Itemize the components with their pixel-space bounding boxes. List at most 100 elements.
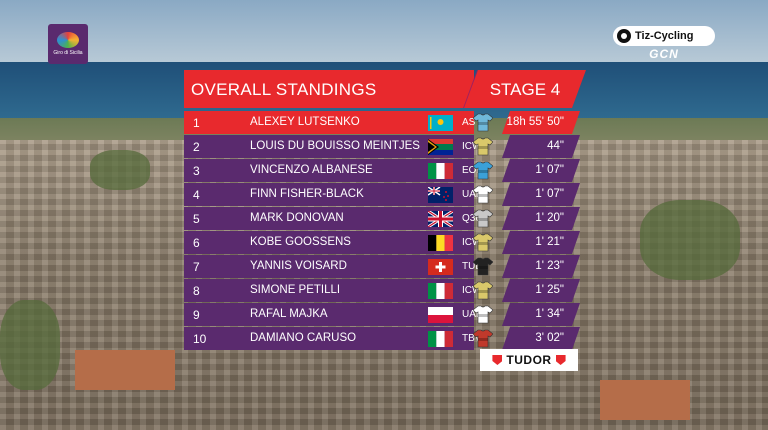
- event-logo-text: Giro di Sicilia: [53, 50, 83, 56]
- time-box: 1' 25": [502, 279, 580, 302]
- rider-info: SIMONE PETILLI ICW: [214, 279, 481, 302]
- team-jersey-icon: [472, 161, 494, 180]
- broadcaster-name: Tiz-Cycling: [635, 30, 694, 42]
- standings-row: 9 RAFAL MAJKA UAD 1' 34": [184, 303, 586, 327]
- green-area: [640, 200, 740, 280]
- broadcaster-logo: Tiz-Cycling GCN: [613, 26, 715, 62]
- poland-flag-icon: [428, 307, 453, 323]
- rider-info: MARK DONOVAN Q36: [214, 207, 481, 230]
- team-code: EOK: [462, 165, 484, 176]
- rider-info: KOBE GOOSSENS ICW: [214, 231, 481, 254]
- rider-info: LOUIS DU BOUISSO MEINTJES ICW: [214, 135, 481, 158]
- rider-time: 1' 25": [535, 284, 564, 296]
- time-box: 44": [502, 135, 580, 158]
- new-zealand-flag-icon: [427, 186, 453, 203]
- tiz-cycling-icon: [617, 29, 631, 43]
- team-code: UAD: [462, 309, 484, 320]
- time-box: 1' 20": [502, 207, 580, 230]
- rider-info: ALEXEY LUTSENKO AST: [214, 111, 481, 134]
- event-logo-mark: [57, 32, 79, 48]
- rider-name: YANNIS VOISARD: [250, 260, 347, 272]
- team-code: AST: [462, 117, 482, 128]
- rider-rank: 1: [184, 111, 214, 134]
- rider-name: MARK DONOVAN: [250, 212, 344, 224]
- rider-name: KOBE GOOSSENS: [250, 236, 351, 248]
- switzerland-flag-icon: [428, 259, 453, 275]
- italy-flag-icon: [428, 283, 453, 299]
- rider-info: YANNIS VOISARD TUD: [214, 255, 483, 278]
- standings-row: 10 DAMIANO CARUSO TBV 3' 02": [184, 327, 586, 351]
- rider-time: 1' 21": [535, 236, 564, 248]
- rider-name: FINN FISHER-BLACK: [250, 188, 364, 200]
- time-box: 1' 21": [502, 231, 580, 254]
- kazakhstan-flag-icon: [428, 115, 453, 131]
- standings-row: 7 YANNIS VOISARD TUD 1' 23": [184, 255, 586, 279]
- team-code: TBV: [462, 333, 482, 344]
- rider-time: 1' 07": [535, 164, 564, 176]
- rider-name: ALEXEY LUTSENKO: [250, 116, 360, 128]
- rider-rank: 7: [184, 255, 214, 278]
- time-box: 1' 23": [502, 255, 580, 278]
- italy-flag-icon: [428, 331, 453, 347]
- rider-time: 1' 20": [535, 212, 564, 224]
- standings-title: OVERALL STANDINGS: [184, 70, 474, 108]
- south-africa-flag-icon: [428, 139, 453, 155]
- italy-flag-icon: [428, 163, 453, 179]
- team-jersey-icon: [472, 209, 494, 228]
- gcn-wordmark: GCN: [649, 47, 679, 61]
- rider-rank: 6: [184, 231, 214, 254]
- team-jersey-icon: [472, 281, 494, 300]
- rider-name: SIMONE PETILLI: [250, 284, 341, 296]
- rider-name: DAMIANO CARUSO: [250, 332, 357, 344]
- rider-rank: 5: [184, 207, 214, 230]
- standings-row: 3 VINCENZO ALBANESE EOK 1' 07": [184, 159, 586, 183]
- team-code: Q36: [462, 213, 481, 224]
- building-roof: [600, 380, 690, 420]
- stage-label: STAGE 4: [464, 70, 586, 108]
- rider-rank: 2: [184, 135, 214, 158]
- rider-name: LOUIS DU BOUISSO MEINTJES: [250, 140, 420, 152]
- building-roof: [75, 350, 175, 390]
- standings-row: 6 KOBE GOOSSENS ICW 1' 21": [184, 231, 586, 255]
- rider-time: 3' 02": [535, 332, 564, 344]
- time-box: 3' 02": [502, 327, 580, 350]
- rider-time: 1' 34": [535, 308, 564, 320]
- rider-info: DAMIANO CARUSO TBV: [214, 327, 481, 350]
- team-code: ICW: [462, 237, 482, 248]
- rider-rank: 10: [184, 327, 214, 350]
- team-jersey-icon: [472, 257, 494, 276]
- sponsor-logo: TUDOR: [480, 349, 578, 371]
- event-logo: Giro di Sicilia: [48, 24, 88, 64]
- standings-row: 5 MARK DONOVAN Q36 1' 20": [184, 207, 586, 231]
- tudor-shield-icon: [555, 355, 566, 365]
- rider-name: RAFAL MAJKA: [250, 308, 328, 320]
- rider-name: VINCENZO ALBANESE: [250, 164, 373, 176]
- time-box: 1' 07": [502, 183, 580, 206]
- standings-panel: OVERALL STANDINGS STAGE 4 1 ALEXEY LUTSE…: [184, 70, 586, 351]
- tudor-shield-icon: [492, 355, 503, 365]
- team-code: TUD: [462, 261, 483, 272]
- rider-time: 18h 55' 50": [506, 116, 564, 128]
- rider-time: 1' 07": [535, 188, 564, 200]
- rider-info: FINN FISHER-BLACK UAD: [214, 183, 483, 206]
- belgium-flag-icon: [428, 235, 453, 251]
- team-jersey-icon: [472, 305, 494, 324]
- rider-time: 44": [547, 140, 564, 152]
- team-code: ICW: [462, 285, 482, 296]
- team-jersey-icon: [472, 233, 494, 252]
- team-jersey-icon: [472, 137, 494, 156]
- rider-rank: 4: [184, 183, 214, 206]
- rider-rank: 9: [184, 303, 214, 326]
- time-box: 18h 55' 50": [502, 111, 580, 134]
- sponsor-name: TUDOR: [506, 353, 552, 367]
- standings-row: 4 FINN FISHER-BLACK UAD 1' 07": [184, 183, 586, 207]
- team-jersey-icon: [472, 185, 494, 204]
- uk-flag-icon: [427, 209, 454, 229]
- broadcaster-pill: Tiz-Cycling: [613, 26, 715, 46]
- time-box: 1' 07": [502, 159, 580, 182]
- rider-rank: 8: [184, 279, 214, 302]
- rider-rank: 3: [184, 159, 214, 182]
- standings-row: 1 ALEXEY LUTSENKO AST 18h 55' 50": [184, 111, 586, 135]
- green-area: [90, 150, 150, 190]
- team-jersey-icon: [472, 329, 494, 348]
